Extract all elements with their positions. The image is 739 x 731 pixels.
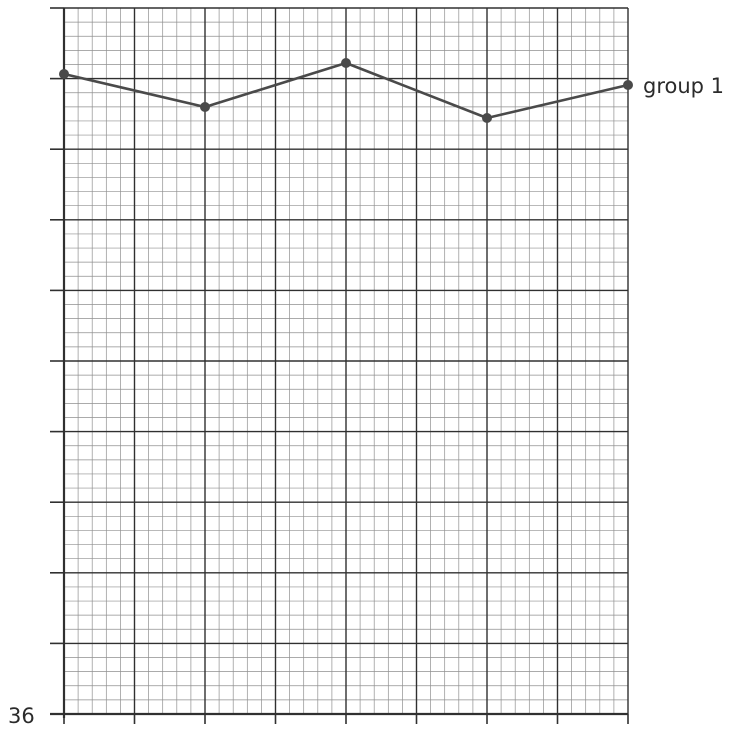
data-point [59,69,69,79]
axes [50,8,628,718]
series-layer [59,58,633,123]
axis-ticks [50,7,629,724]
data-point [200,102,210,112]
series-label-group-1: group 1 [643,74,724,98]
data-point [623,80,633,90]
data-point [341,58,351,68]
y-tick-label-36: 36 [8,704,35,728]
data-point [482,113,492,123]
